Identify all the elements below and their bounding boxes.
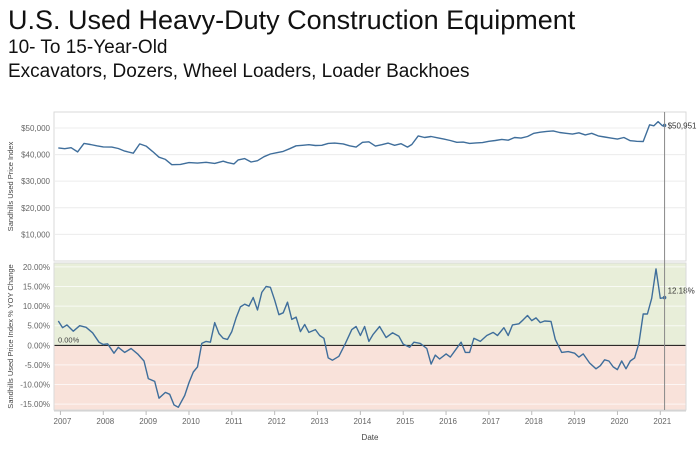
x-tick-label: 2015: [396, 417, 414, 426]
chart-title: U.S. Used Heavy-Duty Construction Equipm…: [8, 5, 576, 35]
titles-block: U.S. Used Heavy-Duty Construction Equipm…: [8, 4, 575, 84]
x-tick-label: 2016: [439, 417, 457, 426]
x-tick-label: 2012: [268, 417, 286, 426]
bottom-y-tick-label: 5.00%: [27, 322, 50, 331]
bottom-y-axis-title: Sandhills Used Price Index % YOY Change: [6, 264, 15, 408]
x-tick-label: 2008: [96, 417, 114, 426]
bottom-y-tick-label: 20.00%: [23, 263, 50, 272]
yoy-change-panel: 20.00% 15.00% 10.00% 5.00% 0.00% -5.00% -10.00…: [6, 112, 695, 411]
top-y-tick-label: $20,000: [21, 204, 50, 213]
bottom-y-tick-label: 15.00%: [23, 283, 50, 292]
x-tick-label: 2011: [225, 417, 243, 426]
top-y-tick-label: $50,000: [21, 124, 50, 133]
price-index-line: [58, 120, 665, 166]
bottom-y-tick-label: -15.00%: [20, 400, 50, 409]
x-tick-label: 2019: [568, 417, 586, 426]
x-axis-title: Date: [362, 433, 379, 442]
bottom-plot-frame: [53, 262, 687, 411]
x-tick-label: 2020: [611, 417, 629, 426]
yoy-change-line: [57, 268, 665, 408]
chart-subtitle-2: Excavators, Dozers, Wheel Loaders, Loade…: [8, 61, 470, 82]
x-tick-label: 2021: [653, 417, 671, 426]
x-tick-label: 2017: [482, 417, 500, 426]
positive-band: [54, 263, 686, 346]
price-index-end-label: $50,951: [668, 121, 697, 130]
bottom-y-tick-label: -10.00%: [20, 381, 50, 390]
x-tick-label: 2014: [353, 417, 371, 426]
negative-band: [54, 345, 686, 410]
price-index-panel: $10,000 $20,000 $30,000 $40,000 $50,000 Sandh…: [6, 111, 697, 262]
top-plot-frame: [53, 111, 687, 262]
dual-panel-chart: $10,000 $20,000 $30,000 $40,000 $50,000 Sandh…: [6, 111, 697, 442]
top-y-axis-title: Sandhills Used Price Index: [6, 141, 15, 231]
x-tick-label: 2007: [54, 417, 72, 426]
x-tick-label: 2010: [182, 417, 200, 426]
x-tick-label: 2009: [139, 417, 157, 426]
zero-line-label: 0.00%: [58, 335, 80, 344]
x-tick-label: 2018: [525, 417, 543, 426]
bottom-y-tick-label: 0.00%: [27, 341, 50, 350]
date-axis: 2007 2008 2009 2010 2011 2012 2013 2014 2015 2016…: [54, 410, 686, 442]
top-y-tick-label: $10,000: [21, 230, 50, 239]
chart-subtitle-1: 10- To 15-Year-Old: [8, 37, 168, 58]
top-y-tick-label: $30,000: [21, 177, 50, 186]
x-tick-label: 2013: [311, 417, 329, 426]
yoy-change-end-label: 12.18%: [668, 287, 695, 296]
bottom-y-tick-label: -5.00%: [25, 361, 50, 370]
top-y-tick-label: $40,000: [21, 151, 50, 160]
bottom-y-tick-label: 10.00%: [23, 302, 50, 311]
